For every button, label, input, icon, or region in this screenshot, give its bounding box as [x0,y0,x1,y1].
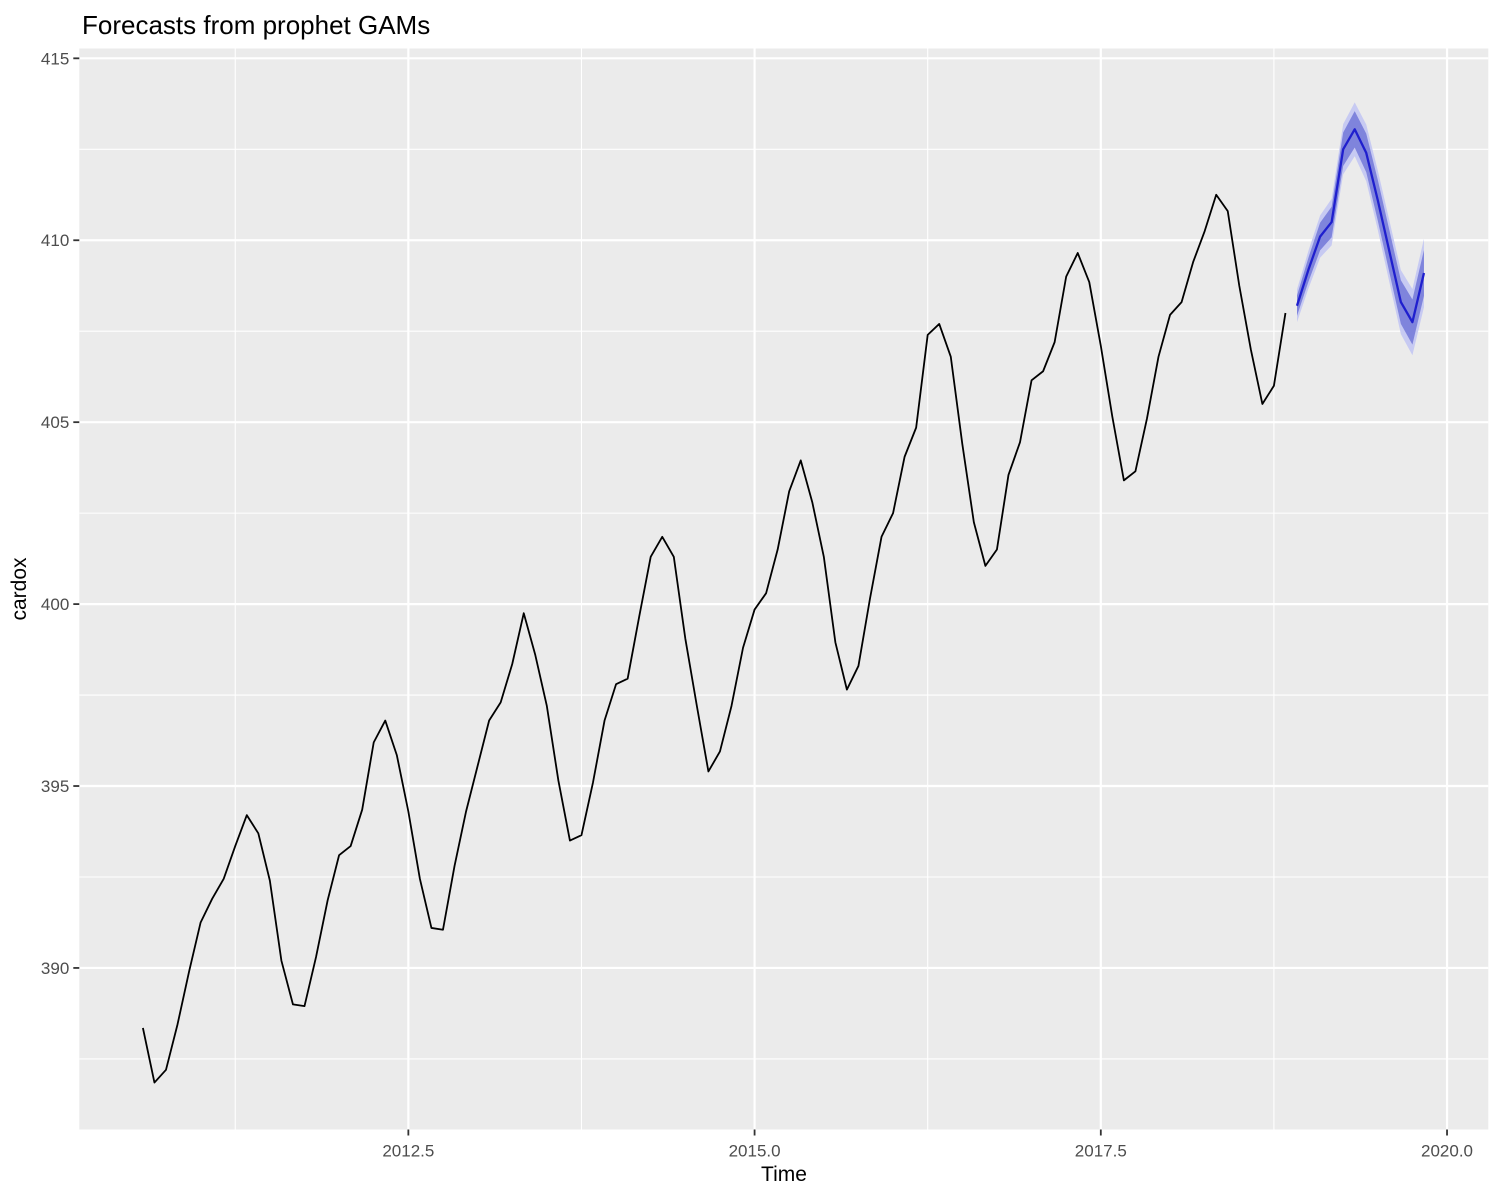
x-tick-label: 2020.0 [1421,1142,1473,1161]
x-tick-label: 2015.0 [729,1142,781,1161]
y-tick-label: 390 [41,959,69,978]
plot-title: Forecasts from prophet GAMs [82,10,431,40]
y-axis-title: cardox [8,557,31,621]
y-tick-label: 400 [41,595,69,614]
y-tick-label: 415 [41,49,69,68]
x-tick-label: 2017.5 [1075,1142,1127,1161]
plot-panel [79,48,1489,1130]
x-axis-title: Time [761,1163,807,1186]
forecast-line [1295,128,1426,324]
forecast-band-95 [1297,102,1424,356]
x-tick-label: 2012.5 [382,1142,434,1161]
observed-line [142,193,1287,1084]
y-tick-label: 410 [41,231,69,250]
y-tick-label: 395 [41,777,69,796]
y-tick-label: 405 [41,413,69,432]
